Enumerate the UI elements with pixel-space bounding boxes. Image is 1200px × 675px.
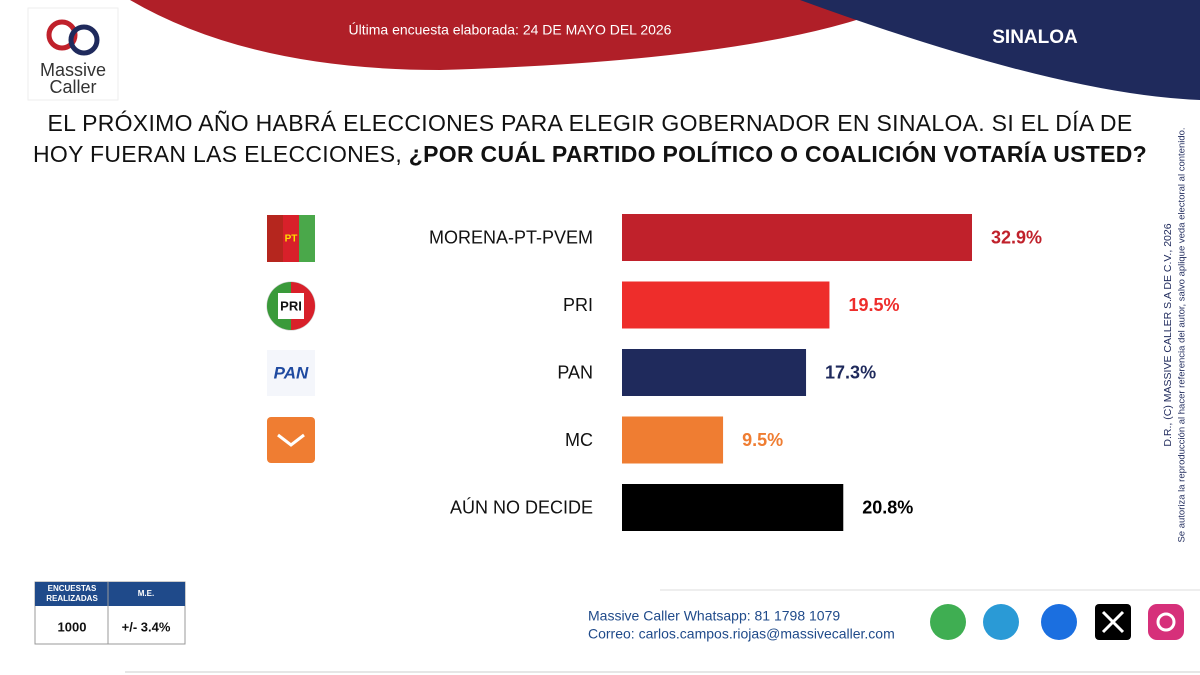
table-header-cell: ENCUESTAS REALIZADAS [46,584,98,603]
category-label: MC [565,430,593,450]
value-label: 32.9% [991,227,1042,247]
logo-bubble [46,19,78,51]
value-label: 9.5% [742,430,783,450]
copyright: D.R., (C) MASSIVE CALLER S.A DE C.V., 20… [1162,223,1174,446]
question-plain: EL PRÓXIMO AÑO HABRÁ ELECCIONES PARA ELE… [32,110,1133,167]
logo-bubble [68,24,100,56]
logo-pri-center [278,293,304,319]
category-label: MORENA-PT-PVEM [429,227,593,247]
bar [622,281,830,329]
contact-whatsapp: Massive Caller Whatsapp: 81 1798 1079 [588,608,840,624]
survey-date: Última encuesta elaborada: 24 DE MAYO DE… [349,22,672,38]
state-name: SINALOA [992,27,1078,48]
contact-email: Correo: carlos.campos.riojas@massivecall… [588,626,895,642]
bar [622,349,807,396]
bar [622,416,724,464]
logo-morena [267,215,283,262]
bar [622,484,844,531]
x-glyph [1101,610,1125,634]
bar [622,214,972,261]
logo-pan [267,350,315,396]
table-cell: +/- 3.4% [122,619,171,634]
facebook-icon[interactable] [1041,604,1077,640]
header-band [130,0,910,70]
header-band-right [800,0,1200,100]
table-header-cell: M.E. [138,589,154,598]
question-bold: ¿POR CUÁL PARTIDO POLÍTICO O COALICIÓN V… [408,141,1148,167]
category-label: PRI [563,295,593,315]
copyright-note: Se autoriza la reproducción al hacer ref… [1177,127,1188,542]
logo-text: Massive [40,60,106,80]
value-label: 19.5% [848,295,899,315]
category-label: AÚN NO DECIDE [450,496,593,517]
logo-mc [267,417,315,463]
logo-text: Caller [49,77,96,97]
value-label: 17.3% [825,362,876,382]
category-label: PAN [557,362,593,382]
logo-pt [283,215,299,262]
table-cell: 1000 [58,619,87,634]
logo-box [27,7,119,101]
whatsapp-icon[interactable] [930,604,966,640]
logo-text: PRI [280,298,302,313]
table-header [35,582,185,606]
logo-text: PT [285,234,298,245]
logo-mc-eagle [277,433,305,447]
question: EL PRÓXIMO AÑO HABRÁ ELECCIONES PARA ELE… [20,108,1160,170]
value-label: 20.8% [862,497,913,517]
logo-text: PAN [274,363,309,382]
telegram-icon[interactable] [983,604,1019,640]
instagram-glyph [1156,612,1176,632]
party-logos: PT PRI PAN [266,215,316,463]
logo-verde [299,215,315,262]
instagram-icon[interactable] [1148,604,1184,640]
